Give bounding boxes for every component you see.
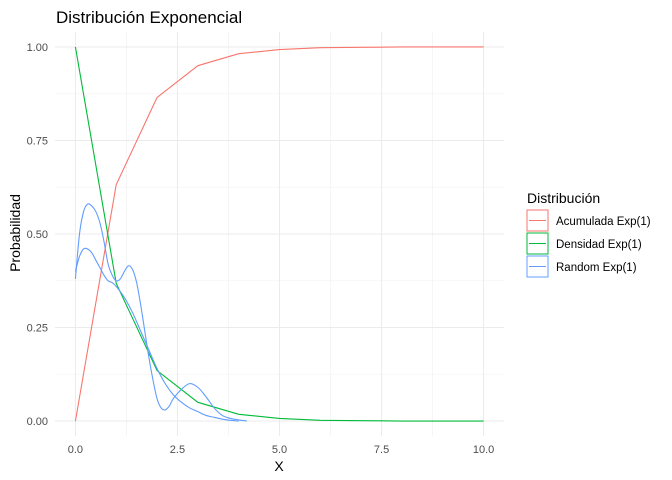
y-axis-ticks: 0.00 0.25 0.50 0.75 1.00 bbox=[27, 42, 48, 428]
y-tick-label: 0.75 bbox=[27, 135, 48, 147]
legend-label: Densidad Exp(1) bbox=[556, 239, 642, 251]
y-tick-label: 0.00 bbox=[27, 416, 48, 428]
x-tick-label: 5.0 bbox=[272, 444, 287, 456]
y-tick-label: 1.00 bbox=[27, 42, 48, 54]
x-axis-ticks: 0.0 2.5 5.0 7.5 10.0 bbox=[68, 444, 495, 456]
legend-items: Acumulada Exp(1) Densidad Exp(1) Random Ex… bbox=[526, 209, 651, 278]
legend: Distribución Acumulada Exp(1) Densidad Ex… bbox=[526, 190, 651, 278]
x-axis-label: X bbox=[274, 458, 284, 474]
x-tick-label: 10.0 bbox=[473, 444, 494, 456]
y-axis-label: Probabilidad bbox=[7, 194, 23, 272]
series-layer bbox=[74, 46, 484, 422]
y-tick-label: 0.50 bbox=[27, 229, 48, 241]
y-tick-label: 0.25 bbox=[27, 323, 48, 335]
legend-label: Random Exp(1) bbox=[556, 262, 637, 274]
chart-title: Distribución Exponencial bbox=[56, 8, 242, 27]
series-line-acumulada-exp-1 bbox=[74, 46, 484, 422]
x-tick-label: 0.0 bbox=[68, 444, 83, 456]
x-tick-label: 7.5 bbox=[374, 444, 389, 456]
legend-title: Distribución bbox=[527, 190, 600, 206]
x-tick-label: 2.5 bbox=[170, 444, 185, 456]
series-line-densidad-exp-1 bbox=[74, 46, 484, 422]
series-line-random-exp-1 bbox=[74, 247, 239, 422]
grid bbox=[55, 32, 504, 436]
series-line-random-exp-1 bbox=[74, 203, 247, 422]
legend-label: Acumulada Exp(1) bbox=[556, 216, 651, 228]
